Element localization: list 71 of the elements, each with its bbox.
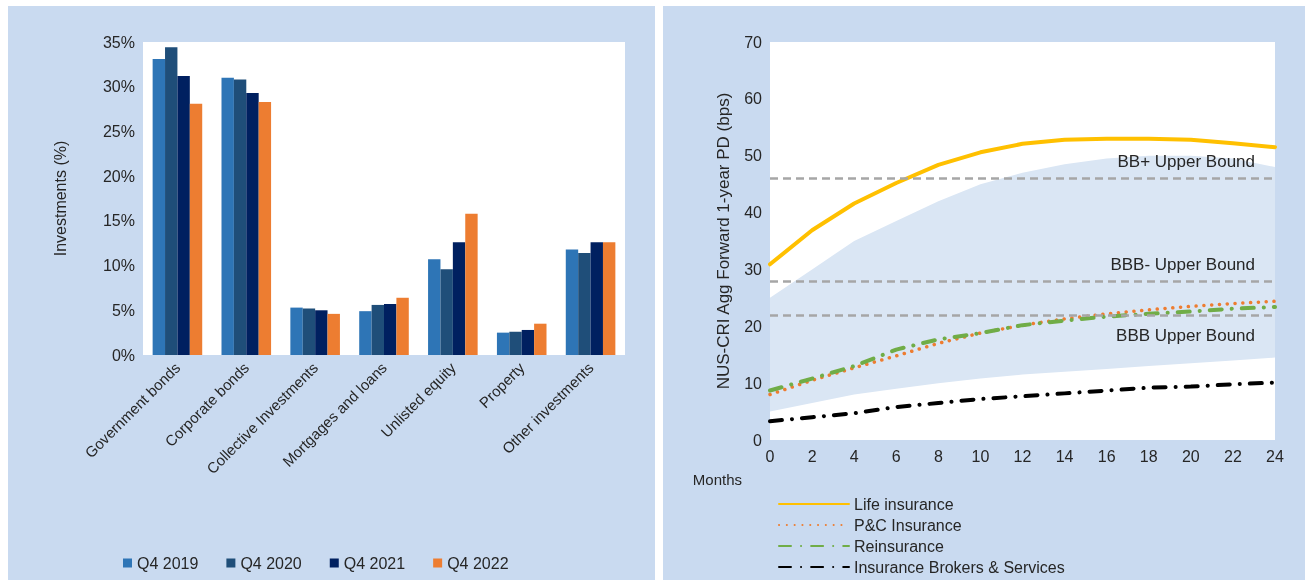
bar xyxy=(315,310,328,355)
bar xyxy=(258,101,272,355)
bar xyxy=(509,331,522,355)
x-tick-label: 10 xyxy=(971,447,990,465)
bar xyxy=(496,332,510,355)
bar xyxy=(565,249,579,355)
bar xyxy=(428,259,441,355)
x-tick-label: 22 xyxy=(1224,447,1242,465)
legend-label: P&C Insurance xyxy=(854,516,962,534)
x-axis-title: Months xyxy=(692,471,742,488)
bar xyxy=(221,77,234,355)
bar xyxy=(440,269,453,355)
y-tick-label: 60 xyxy=(744,90,763,108)
bar xyxy=(177,75,190,355)
legend-label: Q4 2019 xyxy=(137,554,199,572)
x-tick-label: 2 xyxy=(807,447,817,465)
y-tick-label: 10 xyxy=(744,374,763,392)
bar xyxy=(327,313,340,355)
x-tick-label: 20 xyxy=(1181,447,1200,465)
bar xyxy=(165,47,178,355)
bar xyxy=(302,308,316,355)
y-tick-label: 30 xyxy=(744,260,763,278)
bar xyxy=(534,323,547,355)
ref-line-label: BB+ Upper Bound xyxy=(1117,152,1255,172)
bar xyxy=(521,329,535,355)
bar xyxy=(602,242,616,355)
y-tick-label: 30% xyxy=(102,78,135,96)
legend-label: Life insurance xyxy=(854,495,954,513)
legend-label: Q4 2020 xyxy=(240,554,302,572)
bar xyxy=(246,92,259,355)
x-tick-label: 4 xyxy=(849,447,859,465)
y-tick-label: 15% xyxy=(102,212,135,230)
y-tick-label: 20 xyxy=(744,317,763,335)
bar xyxy=(384,304,397,355)
x-tick-label: 16 xyxy=(1097,447,1116,465)
bar xyxy=(189,103,203,355)
x-tick-label: 0 xyxy=(765,447,775,465)
y-tick-label: 5% xyxy=(111,301,135,319)
bar xyxy=(465,213,478,355)
y-tick-label: 40 xyxy=(744,204,763,222)
x-tick-label: 12 xyxy=(1013,447,1032,465)
bar xyxy=(290,307,303,355)
y-tick-label: 0% xyxy=(111,346,135,364)
y-tick-label: 20% xyxy=(102,167,135,185)
bar xyxy=(396,297,409,355)
bar xyxy=(359,311,372,355)
y-tick-label: 70 xyxy=(744,33,763,51)
legend-label: Q4 2021 xyxy=(343,554,406,572)
bar xyxy=(152,58,166,355)
x-tick-label: 6 xyxy=(891,447,901,465)
y-axis-title: NUS-CRI Agg Forward 1-year PD (bps) xyxy=(714,92,733,390)
line-series xyxy=(768,380,1277,424)
bar xyxy=(452,242,466,355)
bar xyxy=(590,242,603,355)
y-axis-title: Investments (%) xyxy=(51,140,69,257)
legend-label: Reinsurance xyxy=(854,537,944,555)
x-tick-label: 14 xyxy=(1055,447,1074,465)
legend-label: Insurance Brokers & Services xyxy=(854,558,1065,576)
ref-line-label: BBB Upper Bound xyxy=(1116,325,1255,345)
y-tick-label: 25% xyxy=(102,122,135,140)
y-tick-label: 10% xyxy=(102,257,135,275)
bar xyxy=(233,79,247,355)
ref-line-label: BBB- Upper Bound xyxy=(1110,254,1255,274)
legend-label: Q4 2022 xyxy=(447,554,509,572)
y-tick-label: 35% xyxy=(102,33,135,51)
x-tick-label: 18 xyxy=(1139,447,1158,465)
x-tick-label: 8 xyxy=(933,447,943,465)
x-tick-label: 24 xyxy=(1266,447,1284,465)
bar xyxy=(578,253,591,355)
bar xyxy=(371,304,384,355)
y-tick-label: 50 xyxy=(744,147,763,165)
